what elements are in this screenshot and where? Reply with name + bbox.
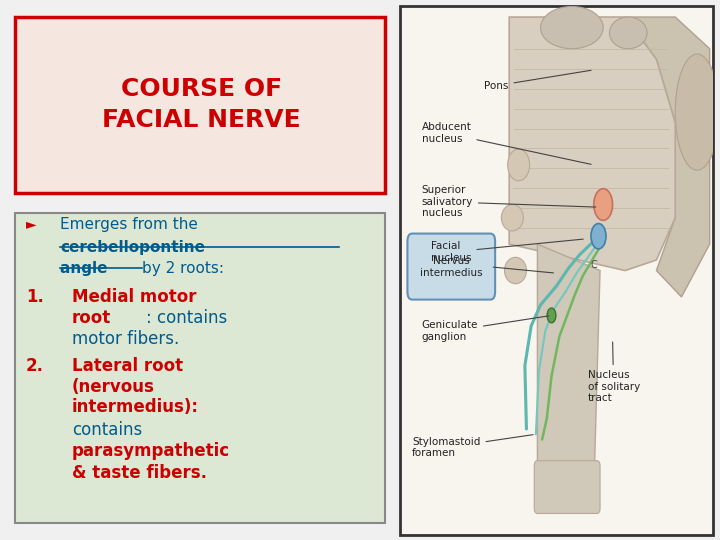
Polygon shape	[537, 244, 600, 492]
Circle shape	[591, 224, 606, 249]
FancyBboxPatch shape	[408, 234, 495, 300]
Text: & taste fibers.: & taste fibers.	[72, 464, 207, 482]
FancyBboxPatch shape	[14, 213, 384, 523]
Circle shape	[594, 188, 613, 220]
Ellipse shape	[675, 54, 719, 170]
Text: Abducent
nucleus: Abducent nucleus	[421, 123, 591, 164]
Text: Medial motor: Medial motor	[72, 288, 197, 306]
Polygon shape	[625, 17, 710, 297]
Text: motor fibers.: motor fibers.	[72, 329, 179, 348]
Text: Superior
salivatory
nucleus: Superior salivatory nucleus	[421, 185, 595, 219]
Text: intermedius):: intermedius):	[72, 399, 199, 416]
Text: Nervus
intermedius: Nervus intermedius	[420, 255, 482, 278]
Ellipse shape	[505, 258, 526, 284]
Text: ►: ►	[26, 218, 37, 232]
Text: angle: angle	[60, 261, 113, 276]
Text: parasympathetic: parasympathetic	[72, 442, 230, 460]
Text: COURSE OF
FACIAL NERVE: COURSE OF FACIAL NERVE	[102, 77, 301, 132]
Ellipse shape	[508, 149, 530, 181]
FancyBboxPatch shape	[400, 6, 713, 535]
Text: Nucleus
of solitary
tract: Nucleus of solitary tract	[588, 342, 640, 403]
Text: root: root	[72, 309, 111, 327]
Text: Pons: Pons	[484, 70, 591, 91]
FancyBboxPatch shape	[534, 461, 600, 514]
Polygon shape	[509, 17, 675, 271]
Circle shape	[547, 308, 556, 323]
Text: C: C	[590, 260, 597, 270]
Text: Facial
nucleus: Facial nucleus	[431, 239, 583, 263]
Text: 1.: 1.	[26, 288, 44, 306]
Text: Stylomastoid
foramen: Stylomastoid foramen	[412, 435, 533, 458]
Text: (nervous: (nervous	[72, 377, 155, 396]
Text: 2.: 2.	[26, 357, 44, 375]
Text: Lateral root: Lateral root	[72, 357, 183, 375]
Ellipse shape	[541, 6, 603, 49]
FancyBboxPatch shape	[14, 17, 384, 193]
Text: cerebellopontine: cerebellopontine	[60, 240, 205, 255]
Text: by 2 roots:: by 2 roots:	[143, 261, 225, 276]
Text: Geniculate
ganglion: Geniculate ganglion	[421, 316, 549, 342]
Text: Emerges from the: Emerges from the	[60, 218, 198, 233]
Ellipse shape	[609, 17, 647, 49]
Text: : contains: : contains	[146, 309, 228, 327]
Ellipse shape	[501, 205, 523, 231]
Text: contains: contains	[72, 421, 142, 439]
